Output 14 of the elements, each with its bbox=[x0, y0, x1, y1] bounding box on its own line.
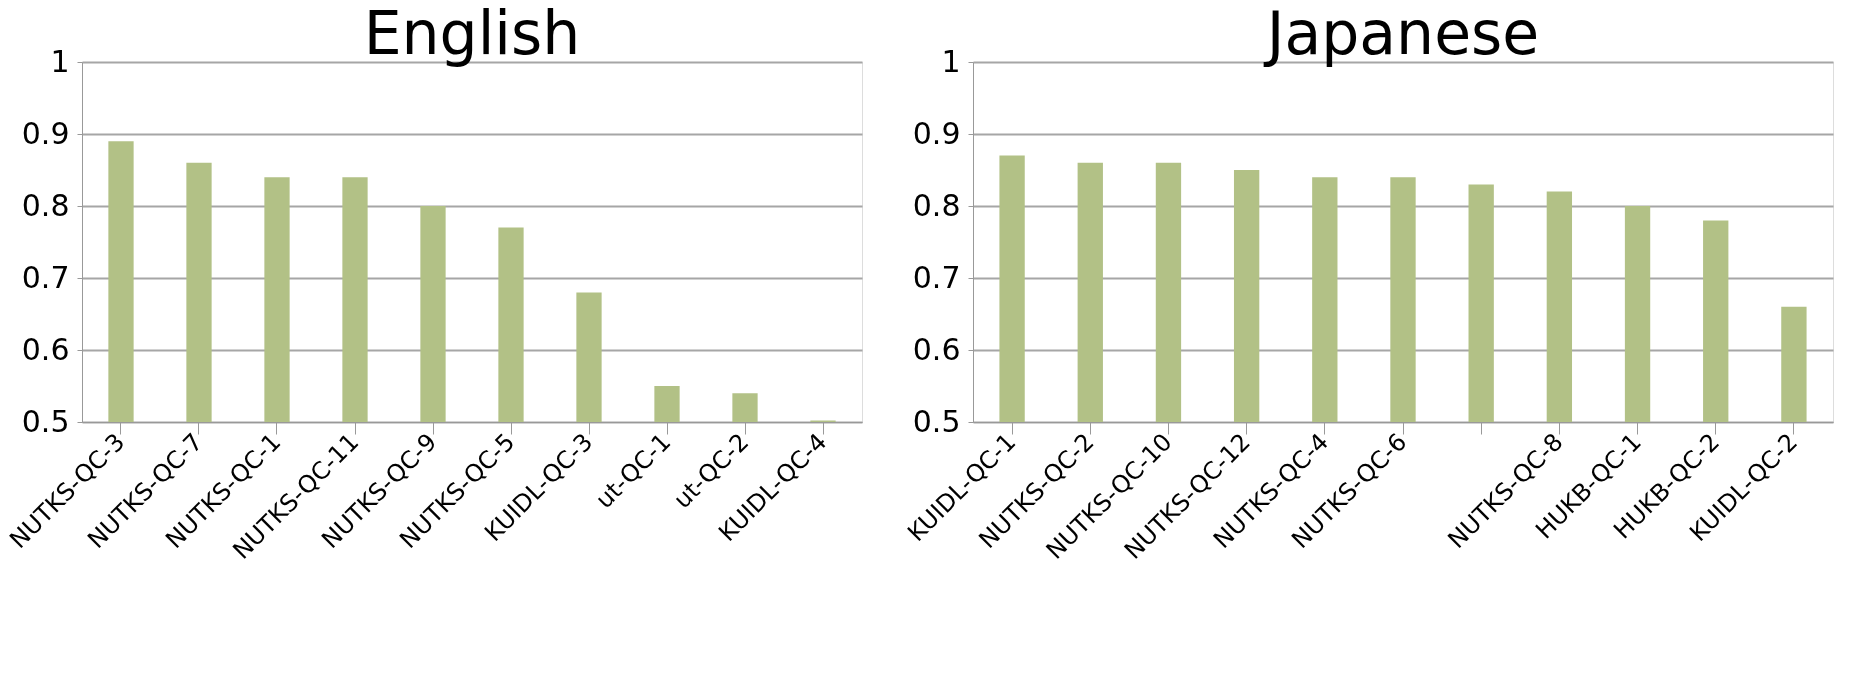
y-tick-label: 0.7 bbox=[21, 259, 70, 295]
y-tick-label: 0.5 bbox=[912, 403, 961, 439]
y-tick-label: 0.6 bbox=[21, 331, 70, 367]
y-tick-label: 0.9 bbox=[912, 115, 961, 151]
y-tick-label: 1 bbox=[941, 43, 961, 79]
chart-title: English bbox=[363, 0, 581, 68]
y-tick-label: 0.6 bbox=[912, 331, 961, 367]
y-tick-label: 0.8 bbox=[912, 187, 961, 223]
y-tick-label: 0.5 bbox=[21, 403, 70, 439]
y-tick-label: 1 bbox=[50, 43, 70, 79]
y-tick-label: 0.9 bbox=[21, 115, 70, 151]
y-tick-label: 0.8 bbox=[21, 187, 70, 223]
chart-title: Japanese bbox=[1262, 0, 1540, 68]
y-tick-label: 0.7 bbox=[912, 259, 961, 295]
